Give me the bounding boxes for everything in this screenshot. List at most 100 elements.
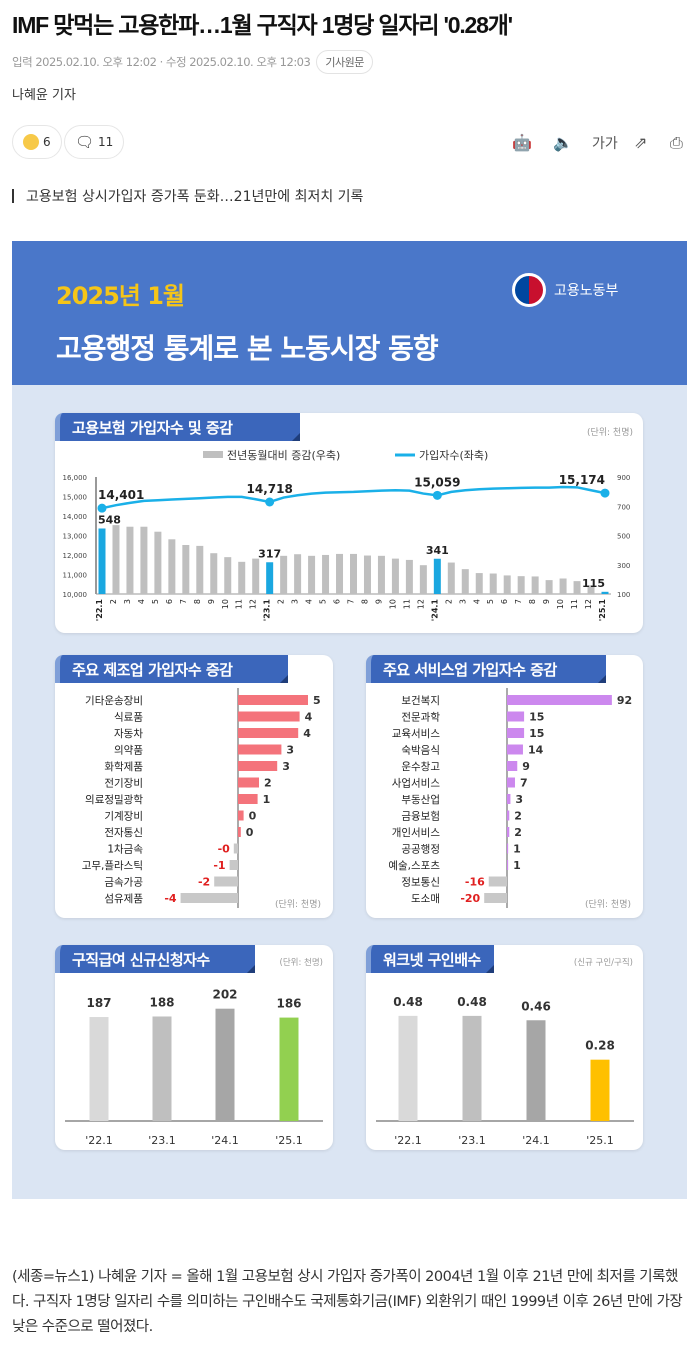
share-icon[interactable]: ⇗ bbox=[634, 133, 648, 152]
unit-label: (단위: 천명) bbox=[587, 427, 633, 438]
subtitle-text: 고용보험 상시가입자 증가폭 둔화…21년만에 최저치 기록 bbox=[26, 189, 364, 205]
bar bbox=[112, 525, 120, 594]
bar bbox=[229, 860, 238, 870]
bar bbox=[210, 553, 218, 594]
bar bbox=[89, 1017, 109, 1121]
y-left-tick: 14,000 bbox=[63, 513, 88, 521]
line-marker bbox=[600, 488, 610, 498]
article-meta: 입력 2025.02.10. 오후 12:02 · 수정 2025.02.10.… bbox=[12, 50, 373, 74]
panel-title: 주요 제조업 가입자수 증감 bbox=[55, 655, 288, 683]
value-label: 188 bbox=[149, 995, 174, 1009]
bar bbox=[507, 843, 509, 854]
unit-label: (신규 구인/구직) bbox=[574, 957, 633, 968]
bar bbox=[196, 545, 204, 594]
category-label: 기타운송장비 bbox=[85, 695, 143, 707]
taegeuk-icon bbox=[512, 273, 546, 307]
value-label: 0 bbox=[249, 810, 257, 823]
bar bbox=[601, 591, 609, 594]
value-label: -1 bbox=[213, 859, 225, 872]
bar bbox=[507, 777, 515, 788]
article-body: (세종=뉴스1) 나혜윤 기자 = 올해 1월 고용보험 상시 가입자 증가폭이… bbox=[12, 1269, 683, 1335]
bar bbox=[507, 711, 525, 722]
value-label: 187 bbox=[86, 996, 111, 1010]
bar bbox=[590, 1059, 610, 1121]
x-tick-label: 11 bbox=[235, 599, 244, 609]
y-left-tick: 16,000 bbox=[63, 474, 88, 482]
category-label: 전자통신 bbox=[104, 827, 143, 839]
subtitle-bar bbox=[12, 189, 14, 203]
bar bbox=[238, 728, 299, 738]
panel-job-benefit: (단위: 천명) 187 '22.1 188 '23.1 202 '24.1 186 '25.1… bbox=[55, 945, 333, 1150]
insured-chart: (단위: 천명) 전년동월대비 증감(우축) 가입자수(좌축) 16,000 15,00… bbox=[63, 427, 634, 622]
value-label: 7 bbox=[520, 777, 528, 790]
x-tick-label: 12 bbox=[249, 599, 258, 609]
x-tick-label: '22.1 bbox=[95, 599, 104, 622]
line-marker bbox=[265, 497, 275, 507]
category-label: 기계장비 bbox=[104, 811, 143, 823]
category-label: 운수창고 bbox=[401, 761, 440, 773]
comment-button[interactable]: 🗨 11 bbox=[64, 125, 125, 159]
line-marker bbox=[97, 503, 107, 513]
bar bbox=[433, 558, 441, 594]
bar-data-label: 548 bbox=[98, 513, 121, 526]
line-data-label: 14,718 bbox=[247, 482, 293, 496]
infographic-year: 2025년 1월 bbox=[56, 282, 185, 310]
font-size-button[interactable]: 가가 bbox=[592, 136, 618, 152]
x-tick-label: 10 bbox=[221, 599, 230, 609]
bar bbox=[405, 559, 413, 594]
value-label: 1 bbox=[513, 859, 521, 872]
category-label: 자동차 bbox=[114, 728, 143, 740]
x-tick-label: 5 bbox=[151, 599, 160, 604]
category-label: 전기장비 bbox=[104, 778, 143, 790]
category-label: 식료품 bbox=[114, 712, 143, 724]
ministry-logo: 고용노동부 bbox=[512, 273, 618, 307]
x-tick-label: 6 bbox=[165, 599, 174, 604]
bar-data-label: 341 bbox=[426, 544, 449, 557]
bar bbox=[308, 555, 316, 594]
y-left-tick: 12,000 bbox=[63, 552, 88, 560]
speaker-icon[interactable]: 🔈 bbox=[553, 133, 573, 152]
category-label: '25.1 bbox=[586, 1134, 614, 1147]
legend-label: 전년동월대비 증감(우축) bbox=[227, 449, 340, 462]
bar-data-label: 115 bbox=[582, 577, 605, 590]
bar bbox=[280, 555, 288, 594]
bar bbox=[377, 555, 385, 594]
bar bbox=[238, 810, 244, 821]
bar bbox=[517, 576, 525, 594]
comment-icon: 🗨 bbox=[75, 133, 95, 151]
bar bbox=[238, 827, 241, 837]
print-icon[interactable]: ⎙ bbox=[670, 133, 683, 152]
bar bbox=[462, 1015, 482, 1121]
value-label: 3 bbox=[286, 744, 294, 757]
bar bbox=[507, 728, 525, 738]
bar bbox=[587, 585, 595, 594]
bar bbox=[252, 558, 260, 594]
value-label: -0 bbox=[218, 843, 231, 856]
bar bbox=[279, 1017, 299, 1121]
bar bbox=[507, 695, 612, 705]
category-label: 도소매 bbox=[411, 893, 440, 905]
x-tick-label: 5 bbox=[319, 599, 328, 604]
reaction-button[interactable]: 6 bbox=[12, 125, 62, 159]
x-tick-label: 9 bbox=[542, 599, 551, 604]
x-tick-label: 6 bbox=[333, 599, 342, 604]
value-label: -2 bbox=[198, 876, 210, 889]
robot-summary-icon[interactable]: 🤖 bbox=[512, 133, 532, 152]
bar bbox=[294, 554, 302, 594]
bar bbox=[238, 711, 300, 722]
job-benefit-chart: (단위: 천명) 187 '22.1 188 '23.1 202 '24.1 186 '25.1 bbox=[65, 957, 323, 1147]
bar-data-label: 317 bbox=[258, 547, 281, 560]
bar bbox=[489, 573, 497, 594]
bar bbox=[447, 562, 455, 594]
line-data-label: 15,059 bbox=[414, 475, 460, 489]
bar bbox=[461, 569, 469, 594]
value-label: 15 bbox=[529, 711, 544, 724]
bar bbox=[526, 1020, 546, 1121]
bar bbox=[238, 744, 282, 755]
timestamp: 입력 2025.02.10. 오후 12:02 · 수정 2025.02.10.… bbox=[12, 55, 311, 69]
bar bbox=[215, 1008, 235, 1121]
category-label: 교육서비스 bbox=[392, 728, 441, 740]
smiley-icon bbox=[23, 134, 39, 150]
value-label: 92 bbox=[617, 694, 632, 707]
original-article-link[interactable]: 기사원문 bbox=[316, 50, 373, 74]
